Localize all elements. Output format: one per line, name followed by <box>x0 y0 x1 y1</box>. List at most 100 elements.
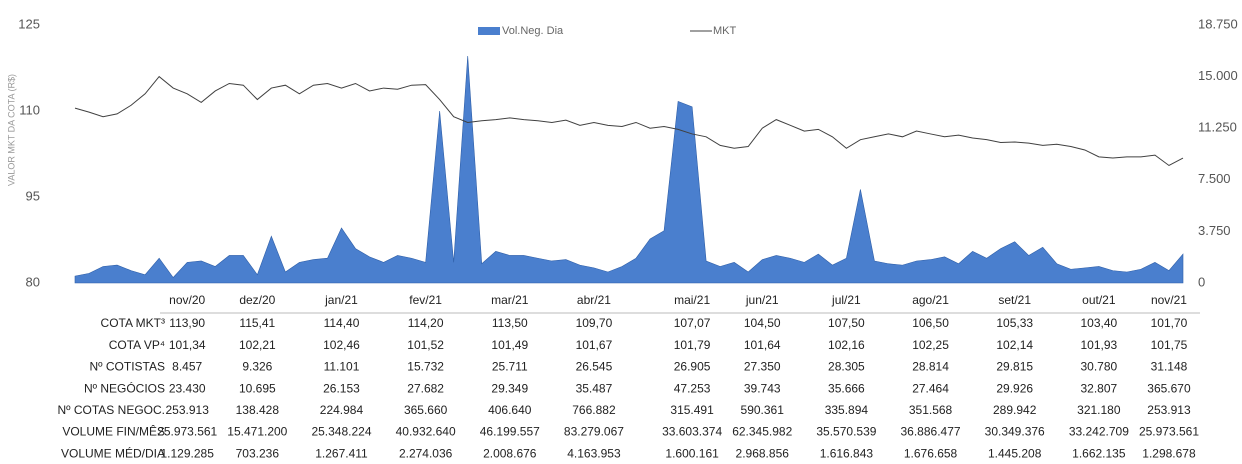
table-cell: 101,52 <box>407 338 444 352</box>
table-cell: 30.780 <box>1080 360 1117 374</box>
row-label: VOLUME FIN/MÊS <box>62 424 165 439</box>
table-cell: 2.008.676 <box>483 446 537 460</box>
table-cell: 114,40 <box>324 316 360 330</box>
x-tick-label: nov/20 <box>169 293 205 307</box>
x-tick-label: set/21 <box>998 293 1031 307</box>
row-label: COTA MKT³ <box>101 316 165 330</box>
table-cell: 113,90 <box>169 316 205 330</box>
table-cell: 105,33 <box>996 316 1033 330</box>
x-tick-label: nov/21 <box>1151 293 1187 307</box>
table-cell: 101,79 <box>674 338 711 352</box>
table-cell: 29.815 <box>996 360 1033 374</box>
table-cell: 28.305 <box>828 360 865 374</box>
table-cell: 315.491 <box>670 403 714 417</box>
table-cell: 406.640 <box>488 403 532 417</box>
table-cell: 15.732 <box>407 360 444 374</box>
table-cell: 101,93 <box>1080 338 1117 352</box>
table-cell: 10.695 <box>239 381 276 395</box>
x-tick-label: ago/21 <box>912 293 949 307</box>
table-cell: 29.349 <box>491 381 528 395</box>
y2-tick-label: 7.500 <box>1198 171 1231 186</box>
table-cell: 107,50 <box>828 316 865 330</box>
table-cell: 115,41 <box>239 316 275 330</box>
table-cell: 224.984 <box>320 403 364 417</box>
table-cell: 29.926 <box>996 381 1033 395</box>
table-cell: 101,49 <box>491 338 528 352</box>
x-tick-label: jan/21 <box>324 293 358 307</box>
x-tick-label: mai/21 <box>674 293 710 307</box>
table-cell: 1.267.411 <box>315 446 368 460</box>
table-cell: 102,16 <box>828 338 865 352</box>
table-cell: 33.603.374 <box>662 425 722 439</box>
legend-label: MKT <box>713 25 737 37</box>
table-cell: 107,07 <box>674 316 711 330</box>
y-tick-label: 110 <box>19 102 40 117</box>
table-cell: 27.682 <box>407 381 444 395</box>
y2-tick-label: 0 <box>1198 274 1205 289</box>
table-cell: 1.600.161 <box>665 446 719 460</box>
x-tick-label: mar/21 <box>491 293 529 307</box>
table-cell: 62.345.982 <box>732 425 792 439</box>
table-cell: 26.545 <box>576 360 613 374</box>
table-cell: 321.180 <box>1077 403 1121 417</box>
y2-tick-label: 3.750 <box>1198 223 1231 238</box>
table-cell: 138.428 <box>236 403 280 417</box>
table-cell: 15.471.200 <box>227 425 287 439</box>
table-cell: 46.199.557 <box>480 425 540 439</box>
table-cell: 35.487 <box>576 381 613 395</box>
area <box>74 55 1184 284</box>
table-cell: 40.932.640 <box>396 425 456 439</box>
table-cell: 1.662.135 <box>1072 446 1126 460</box>
table-cell: 253.913 <box>1147 403 1191 417</box>
table-cell: 32.807 <box>1080 381 1117 395</box>
table-cell: 101,70 <box>1151 316 1188 330</box>
table-cell: 8.457 <box>172 360 202 374</box>
x-tick-label: jun/21 <box>745 293 779 307</box>
table-cell: 30.349.376 <box>985 425 1045 439</box>
table-cell: 25.973.561 <box>157 425 217 439</box>
table-cell: 1.445.208 <box>988 446 1042 460</box>
table-cell: 2.968.856 <box>736 446 790 460</box>
table-cell: 289.942 <box>993 403 1037 417</box>
x-tick-label: abr/21 <box>577 293 611 307</box>
table-cell: 31.148 <box>1151 360 1188 374</box>
table-cell: 1.676.658 <box>904 446 958 460</box>
y-axis-label: VALOR MKT DA COTA (R$) <box>6 74 16 186</box>
table-cell: 36.886.477 <box>901 425 961 439</box>
row-label: Nº COTISTAS <box>90 360 166 374</box>
table-cell: 766.882 <box>572 403 616 417</box>
table-cell: 35.570.539 <box>816 425 876 439</box>
table-cell: 114,20 <box>408 316 444 330</box>
table-cell: 109,70 <box>576 316 613 330</box>
table-cell: 102,14 <box>996 338 1033 352</box>
table-cell: 1.129.285 <box>161 446 215 460</box>
table-cell: 27.350 <box>744 360 781 374</box>
table-cell: 83.279.067 <box>564 425 624 439</box>
table-cell: 101,75 <box>1151 338 1188 352</box>
table-cell: 335.894 <box>825 403 869 417</box>
table-cell: 47.253 <box>674 381 711 395</box>
x-tick-label: jul/21 <box>831 293 861 307</box>
table-cell: 35.666 <box>828 381 865 395</box>
y2-tick-label: 11.250 <box>1198 120 1237 135</box>
y2-tick-label: 18.750 <box>1198 16 1238 31</box>
table-cell: 25.973.561 <box>1139 425 1199 439</box>
table-cell: 1.616.843 <box>820 446 874 460</box>
y-tick-label: 80 <box>26 274 40 289</box>
table-cell: 4.163.953 <box>567 446 621 460</box>
table-cell: 26.153 <box>323 381 360 395</box>
table-cell: 27.464 <box>912 381 949 395</box>
table-cell: 703.236 <box>236 446 280 460</box>
y2-tick-label: 15.000 <box>1198 68 1238 83</box>
table-cell: 1.298.678 <box>1142 446 1196 460</box>
x-tick-label: out/21 <box>1082 293 1116 307</box>
table-cell: 2.274.036 <box>399 446 453 460</box>
table-cell: 351.568 <box>909 403 953 417</box>
table-cell: 23.430 <box>169 381 206 395</box>
x-tick-label: dez/20 <box>239 293 275 307</box>
legend-label: Vol.Neg. Dia <box>502 25 564 37</box>
table-cell: 365.670 <box>1147 381 1191 395</box>
table-cell: 102,25 <box>912 338 949 352</box>
table-cell: 365.660 <box>404 403 448 417</box>
